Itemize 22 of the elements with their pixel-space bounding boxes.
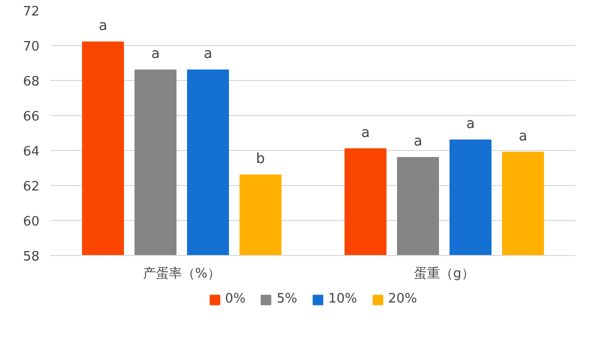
legend-label: 20% [388, 292, 418, 306]
y-tick-label: 68 [22, 74, 40, 90]
y-tick-label: 62 [22, 180, 40, 194]
y-tick-label: 58 [22, 250, 40, 264]
data-label: a [361, 124, 370, 141]
data-label: a [204, 46, 212, 62]
legend-label: 5% [276, 292, 298, 306]
y-tick-label: 72 [22, 4, 40, 20]
x-tick-label: 产蛋率（%） [143, 266, 220, 282]
data-label: a [466, 116, 475, 132]
data-label: a [518, 128, 528, 144]
data-label: b [256, 151, 266, 167]
y-tick-label: 64 [22, 144, 40, 160]
data-label: a [151, 46, 160, 62]
data-label: a [98, 18, 108, 34]
y-tick-label: 70 [22, 40, 40, 54]
x-tick-label: 蛋重（g） [414, 266, 474, 282]
y-tick-label: 60 [22, 214, 40, 230]
y-tick-label: 66 [22, 110, 40, 124]
data-label: a [414, 134, 422, 150]
legend-label: 0% [224, 292, 246, 306]
legend-label: 10% [328, 292, 358, 306]
